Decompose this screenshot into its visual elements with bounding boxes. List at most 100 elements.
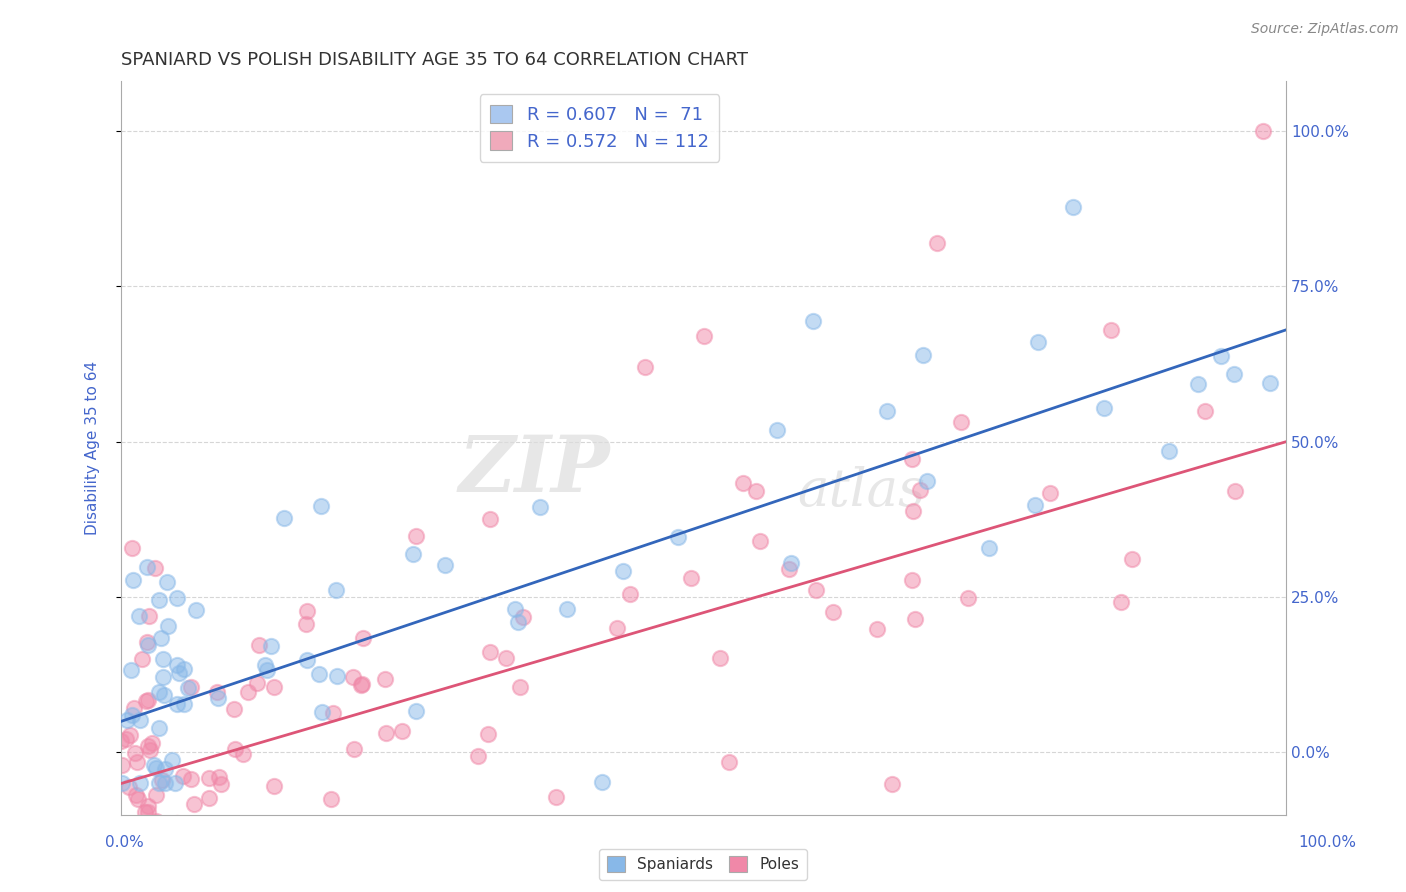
Point [295,604,318,618]
Point [925,235,948,250]
Point [177,681,200,695]
Point [149,631,172,645]
Point [467,749,489,764]
Point [349,678,371,692]
Point [145,789,167,803]
Point [246,675,269,690]
Point [138,638,160,652]
Point [503,602,526,616]
Point [117,713,139,727]
Point [156,575,179,590]
Point [118,780,141,794]
Point [135,694,157,708]
Point [232,747,254,761]
Text: Source: ZipAtlas.com: Source: ZipAtlas.com [1251,22,1399,37]
Point [780,556,803,570]
Point [124,746,146,760]
Point [405,704,427,718]
Point [904,612,927,626]
Point [111,820,134,834]
Point [198,772,221,786]
Point [111,776,134,790]
Point [121,541,143,556]
Point [166,698,188,712]
Point [1099,323,1122,337]
Point [127,792,149,806]
Point [294,616,316,631]
Point [912,348,935,362]
Point [342,670,364,684]
Point [139,743,162,757]
Point [173,662,195,676]
Point [555,602,578,616]
Point [977,541,1000,555]
Point [311,706,333,720]
Point [110,820,132,834]
Point [1194,403,1216,417]
Point [910,483,932,497]
Point [263,779,285,793]
Point [308,667,330,681]
Point [115,820,138,834]
Point [115,731,138,746]
Point [148,721,170,735]
Point [901,451,924,466]
Point [180,680,202,694]
Point [153,776,176,790]
Point [150,772,173,787]
Y-axis label: Disability Age 35 to 64: Disability Age 35 to 64 [86,361,100,535]
Point [263,681,285,695]
Point [359,820,381,834]
Point [166,658,188,673]
Point [209,777,232,791]
Point [256,663,278,677]
Point [145,761,167,775]
Point [375,725,398,739]
Point [143,757,166,772]
Point [1159,444,1181,458]
Point [402,547,425,561]
Legend: Spaniards, Poles: Spaniards, Poles [599,848,807,880]
Point [823,605,845,619]
Point [152,670,174,684]
Point [122,573,145,587]
Point [433,558,456,572]
Point [744,484,766,499]
Point [950,416,973,430]
Point [692,329,714,343]
Point [141,820,163,834]
Point [681,571,703,585]
Point [512,610,534,624]
Point [198,820,221,834]
Point [374,672,396,686]
Point [205,684,228,698]
Point [1260,376,1282,390]
Point [612,564,634,578]
Point [668,530,690,544]
Point [1209,349,1232,363]
Point [198,790,221,805]
Point [121,708,143,723]
Point [111,757,134,772]
Point [128,713,150,727]
Point [166,591,188,606]
Point [120,663,142,677]
Point [1121,551,1143,566]
Point [1223,367,1246,381]
Point [262,820,284,834]
Point [880,777,903,791]
Text: 0.0%: 0.0% [105,836,145,850]
Point [128,608,150,623]
Point [115,820,138,834]
Point [1062,200,1084,214]
Point [1092,401,1115,415]
Text: SPANIARD VS POLISH DISABILITY AGE 35 TO 64 CORRELATION CHART: SPANIARD VS POLISH DISABILITY AGE 35 TO … [121,51,748,69]
Point [110,734,132,748]
Point [478,645,501,659]
Point [778,562,800,576]
Point [224,742,246,756]
Point [122,701,145,715]
Point [634,360,657,375]
Point [866,622,889,636]
Point [479,512,502,526]
